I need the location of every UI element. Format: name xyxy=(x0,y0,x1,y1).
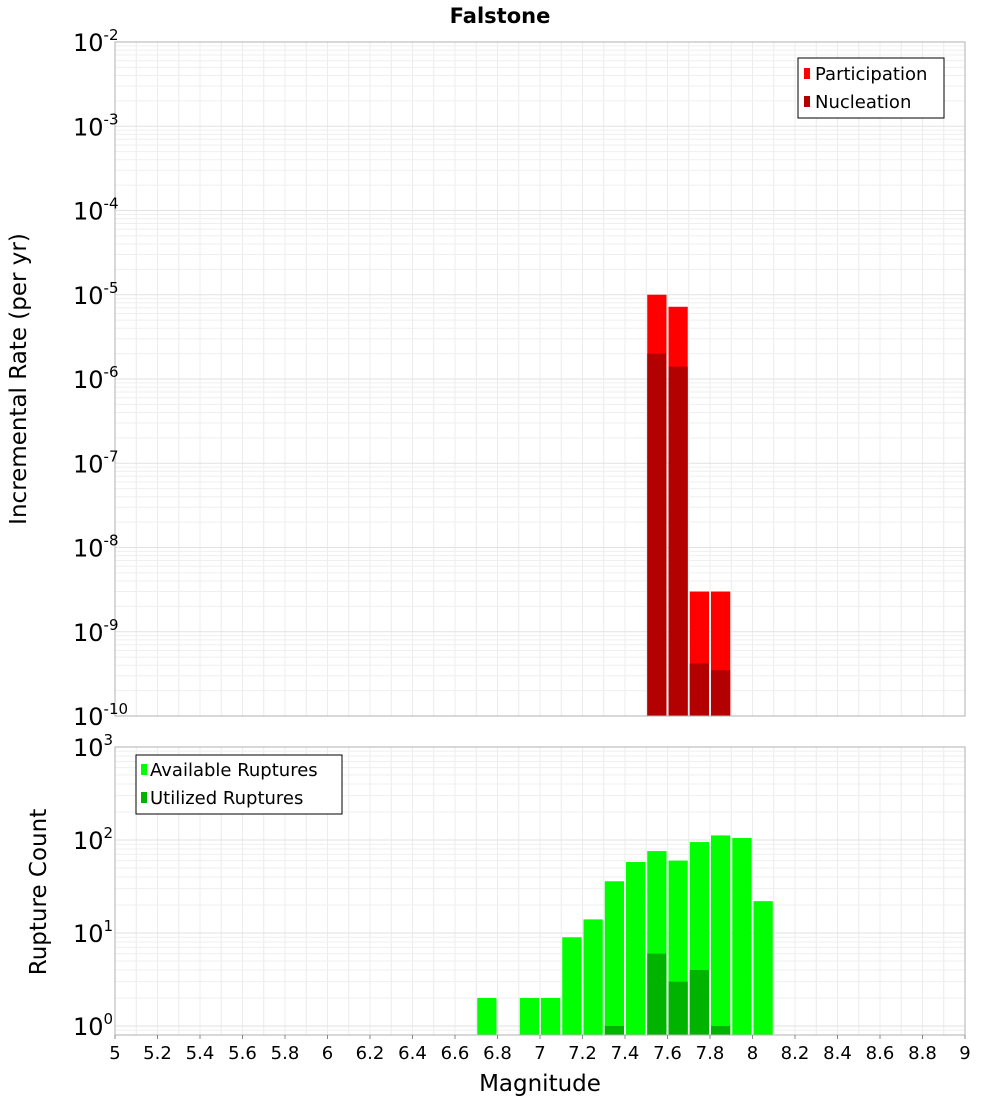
y-tick-label: 103 xyxy=(73,731,113,762)
x-tick-label: 6.8 xyxy=(483,1043,512,1064)
x-tick-label: 7.4 xyxy=(611,1043,640,1064)
legend-swatch-available-ruptures xyxy=(141,764,147,775)
bar-available-ruptures xyxy=(604,881,624,1035)
y-tick-label: 101 xyxy=(73,917,113,948)
x-tick-label: 7.2 xyxy=(568,1043,597,1064)
x-tick-label: 6.2 xyxy=(356,1043,385,1064)
bar-available-ruptures xyxy=(583,919,603,1035)
legend-swatch-participation xyxy=(804,68,810,79)
bar-available-ruptures xyxy=(541,997,561,1035)
bar-available-ruptures xyxy=(519,997,539,1035)
bar-available-ruptures xyxy=(753,901,773,1035)
bar-nucleation xyxy=(689,663,709,716)
bar-nucleation xyxy=(711,670,731,716)
top-grid xyxy=(114,42,966,717)
top-y-axis-label: Incremental Rate (per yr) xyxy=(6,233,32,525)
x-tick-label: 6.6 xyxy=(441,1043,470,1064)
bar-available-ruptures xyxy=(477,997,497,1035)
bottom-panel: 103 102 101 100 Rupture Count Available Rup… xyxy=(26,731,971,1097)
top-plot-border xyxy=(114,41,966,717)
y-tick-label: 10-9 xyxy=(73,616,119,647)
top-bars xyxy=(647,294,731,716)
top-panel: 10-2 10-3 10-4 10-5 10-6 10-7 10-8 10-9 10-10 In… xyxy=(6,26,966,731)
bar-utilized-ruptures xyxy=(668,981,688,1035)
legend-label-nucleation: Nucleation xyxy=(815,92,911,113)
chart-title: Falstone xyxy=(450,4,551,28)
bottom-legend: Available Ruptures Utilized Ruptures xyxy=(135,754,343,815)
y-tick-label: 10-8 xyxy=(73,532,119,563)
top-legend: Participation Nucleation xyxy=(797,57,945,119)
bar-utilized-ruptures xyxy=(604,1025,624,1035)
x-tick-label: 6.4 xyxy=(398,1043,427,1064)
legend-swatch-nucleation xyxy=(804,96,810,107)
x-tick-label: 7.6 xyxy=(653,1043,682,1064)
bar-available-ruptures xyxy=(732,838,752,1035)
x-tick-label: 5.6 xyxy=(228,1043,257,1064)
x-tick-label: 8.2 xyxy=(781,1043,810,1064)
bar-utilized-ruptures xyxy=(689,969,709,1035)
x-tick-label: 5.8 xyxy=(271,1043,300,1064)
bottom-y-axis-label: Rupture Count xyxy=(26,809,52,975)
bar-available-ruptures xyxy=(626,861,646,1035)
bar-nucleation xyxy=(647,353,667,716)
y-tick-label: 10-10 xyxy=(73,700,128,731)
x-tick-label: 5.2 xyxy=(143,1043,172,1064)
x-axis-label: Magnitude xyxy=(479,1071,601,1097)
y-tick-label: 102 xyxy=(73,824,113,855)
x-tick-label: 7 xyxy=(534,1043,545,1064)
x-tick-labels: 5 5.2 5.4 5.6 5.8 6 6.2 6.4 6.6 6.8 7 7.2 7.4 7.6 7.8 8… xyxy=(109,1035,971,1064)
y-tick-label: 10-5 xyxy=(73,279,119,310)
legend-swatch-utilized-ruptures xyxy=(141,792,147,803)
x-tick-label: 6 xyxy=(322,1043,333,1064)
legend-label-participation: Participation xyxy=(815,64,927,85)
top-y-tick-labels: 10-2 10-3 10-4 10-5 10-6 10-7 10-8 10-9 10-10 xyxy=(73,26,128,731)
bar-available-ruptures xyxy=(562,937,582,1035)
x-tick-label: 8 xyxy=(747,1043,758,1064)
x-tick-label: 5 xyxy=(109,1043,120,1064)
y-tick-label: 10-6 xyxy=(73,363,119,394)
legend-label-available-ruptures: Available Ruptures xyxy=(150,760,318,781)
y-tick-label: 100 xyxy=(73,1010,113,1041)
x-tick-label: 8.8 xyxy=(908,1043,937,1064)
bar-utilized-ruptures xyxy=(647,953,667,1035)
y-tick-label: 10-4 xyxy=(73,195,119,226)
x-tick-label: 5.4 xyxy=(186,1043,215,1064)
bar-nucleation xyxy=(668,366,688,716)
x-tick-label: 9 xyxy=(959,1043,970,1064)
y-tick-label: 10-7 xyxy=(73,447,119,478)
y-tick-label: 10-3 xyxy=(73,110,119,141)
bar-utilized-ruptures xyxy=(711,1025,731,1035)
y-tick-label: 10-2 xyxy=(73,26,119,57)
bar-available-ruptures xyxy=(711,835,731,1035)
legend-label-utilized-ruptures: Utilized Ruptures xyxy=(150,788,303,809)
x-tick-label: 7.8 xyxy=(696,1043,725,1064)
bottom-legend-box xyxy=(135,754,343,815)
bottom-y-tick-labels: 103 102 101 100 xyxy=(73,731,113,1041)
x-tick-label: 8.4 xyxy=(823,1043,852,1064)
bottom-bars xyxy=(477,835,773,1035)
x-tick-label: 8.6 xyxy=(866,1043,895,1064)
top-legend-box xyxy=(797,57,945,119)
